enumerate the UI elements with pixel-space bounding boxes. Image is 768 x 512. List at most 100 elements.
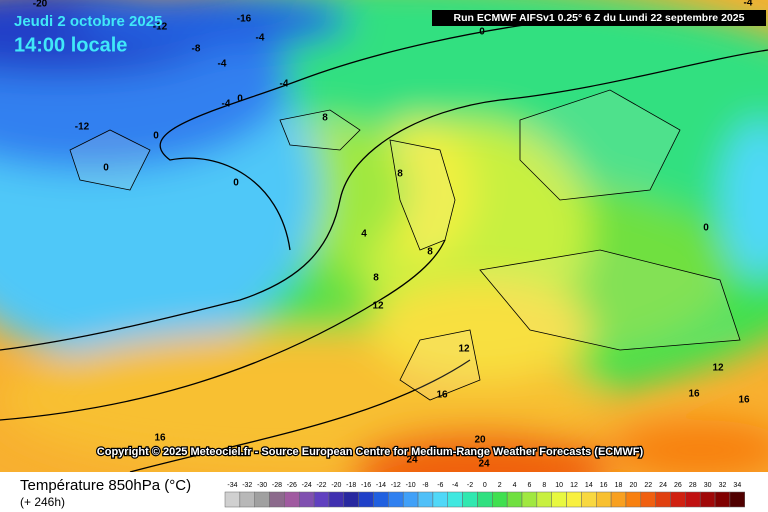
scale-label: -22 bbox=[316, 482, 326, 489]
scale-label: -10 bbox=[406, 482, 416, 489]
scale-label: -8 bbox=[422, 482, 428, 489]
scale-cell bbox=[581, 491, 597, 508]
scale-label: 22 bbox=[644, 482, 652, 489]
scale-cell bbox=[239, 491, 255, 508]
scale-label: 0 bbox=[483, 482, 487, 489]
scale-cell bbox=[521, 491, 538, 508]
scale-label: 20 bbox=[629, 482, 637, 489]
scale-label: 6 bbox=[527, 482, 531, 489]
scale-label: 34 bbox=[733, 482, 741, 489]
scale-label: 30 bbox=[704, 482, 712, 489]
contour-label: 12 bbox=[712, 363, 724, 374]
scale-cell bbox=[536, 491, 552, 508]
scale-label: 8 bbox=[542, 482, 546, 489]
contour-label: 20 bbox=[474, 435, 486, 446]
color-scale: -34 -32 -30 -28 -26 -24 -22 -20 -18 -16 -14 -12 -10-… bbox=[224, 482, 746, 508]
scale-label: -30 bbox=[257, 482, 267, 489]
scale-cell bbox=[462, 491, 478, 508]
scale-label: -14 bbox=[376, 482, 386, 489]
scale-label: 16 bbox=[600, 482, 608, 489]
contour-label: -4 bbox=[744, 0, 753, 9]
contour-label: 16 bbox=[688, 389, 700, 400]
contour-label: 0 bbox=[153, 131, 159, 142]
contour-label: -20 bbox=[33, 0, 48, 10]
contour-label: 8 bbox=[322, 113, 328, 124]
contour-label: -4 bbox=[218, 59, 227, 70]
copyright: Copyright © 2025 Meteociel.fr - Source E… bbox=[97, 446, 644, 458]
weather-map: -20 -16 -12 -8 -4 -4 -4 -4 0 -12 0 0 0 0 8 8 4 8 8 12 12 16 16… bbox=[0, 0, 768, 472]
scale-cell bbox=[640, 491, 656, 508]
scale-cell bbox=[670, 491, 686, 508]
variable-title: Température 850hPa (°C) bbox=[20, 477, 191, 494]
scale-label: 32 bbox=[719, 482, 727, 489]
scale-label: -28 bbox=[272, 482, 282, 489]
scale-cell bbox=[596, 491, 612, 508]
scale-cell bbox=[729, 491, 746, 508]
contour-label-group: -20 -16 -12 -8 -4 -4 -4 -4 0 -12 0 0 0 0 8 8 4 8 8 12 12 16 16… bbox=[33, 0, 753, 470]
forecast-date: Jeudi 2 octobre 2025 bbox=[14, 13, 162, 30]
scale-cell bbox=[685, 491, 701, 508]
contour-label: 12 bbox=[458, 344, 470, 355]
scale-cell bbox=[610, 491, 627, 508]
scale-cell bbox=[328, 491, 345, 508]
lead-time: (+ 246h) bbox=[20, 495, 65, 509]
contour-label: 4 bbox=[361, 229, 367, 240]
run-box bbox=[432, 10, 766, 26]
contour-label: 12 bbox=[372, 301, 384, 312]
scale-cell bbox=[313, 491, 330, 508]
scale-cell bbox=[492, 491, 508, 508]
scale-label: 12 bbox=[570, 482, 578, 489]
scale-cell bbox=[432, 491, 448, 508]
contour-label: -4 bbox=[256, 33, 265, 44]
scale-label: 2 bbox=[498, 482, 502, 489]
scale-cell bbox=[566, 491, 582, 508]
scale-cell bbox=[224, 491, 241, 508]
contour-label: -4 bbox=[280, 79, 289, 90]
scale-label: -20 bbox=[331, 482, 341, 489]
scale-label: -18 bbox=[346, 482, 356, 489]
contour-lines bbox=[0, 19, 768, 472]
contour-label: 0 bbox=[237, 94, 243, 105]
scale-cell bbox=[373, 491, 389, 508]
contour-label: 24 bbox=[406, 455, 418, 466]
contour-label: -8 bbox=[192, 44, 201, 55]
contour-label: -16 bbox=[237, 14, 252, 25]
contour-label: 8 bbox=[427, 247, 433, 258]
contour-label: -12 bbox=[75, 122, 90, 133]
scale-cell bbox=[417, 491, 434, 508]
scale-label: -6 bbox=[437, 482, 443, 489]
contour-label: 8 bbox=[373, 273, 379, 284]
contour-label: 0 bbox=[233, 178, 239, 189]
scale-label: -26 bbox=[287, 482, 297, 489]
contour-label: 16 bbox=[738, 395, 750, 406]
scale-cell bbox=[655, 491, 671, 508]
scale-label: -34 bbox=[227, 482, 237, 489]
scale-cell bbox=[551, 491, 567, 508]
scale-label: -2 bbox=[467, 482, 473, 489]
contour-label: 8 bbox=[397, 169, 403, 180]
contour-label: 0 bbox=[703, 223, 709, 234]
contour-label: 0 bbox=[479, 27, 485, 38]
scale-label: 26 bbox=[674, 482, 682, 489]
scale-label: -24 bbox=[302, 482, 312, 489]
scale-cell bbox=[477, 491, 493, 508]
scale-cell bbox=[699, 491, 716, 508]
scale-cell bbox=[447, 491, 463, 508]
scale-cell bbox=[343, 491, 359, 508]
scale-label: -16 bbox=[361, 482, 371, 489]
scale-cell bbox=[714, 491, 731, 508]
contour-label: 0 bbox=[103, 163, 109, 174]
scale-cell bbox=[506, 491, 523, 508]
contour-label: 16 bbox=[154, 433, 166, 444]
legend-bar: Température 850hPa (°C) (+ 246h) -34 -32-… bbox=[20, 477, 746, 509]
scale-cell bbox=[284, 491, 300, 508]
contour-label: 16 bbox=[436, 390, 448, 401]
scale-cell bbox=[299, 491, 315, 508]
scale-label: 28 bbox=[689, 482, 697, 489]
scale-cell bbox=[402, 491, 419, 508]
scale-cell bbox=[358, 491, 374, 508]
scale-label: 24 bbox=[659, 482, 667, 489]
scale-cell bbox=[254, 491, 270, 508]
contour-label: 24 bbox=[478, 459, 490, 470]
